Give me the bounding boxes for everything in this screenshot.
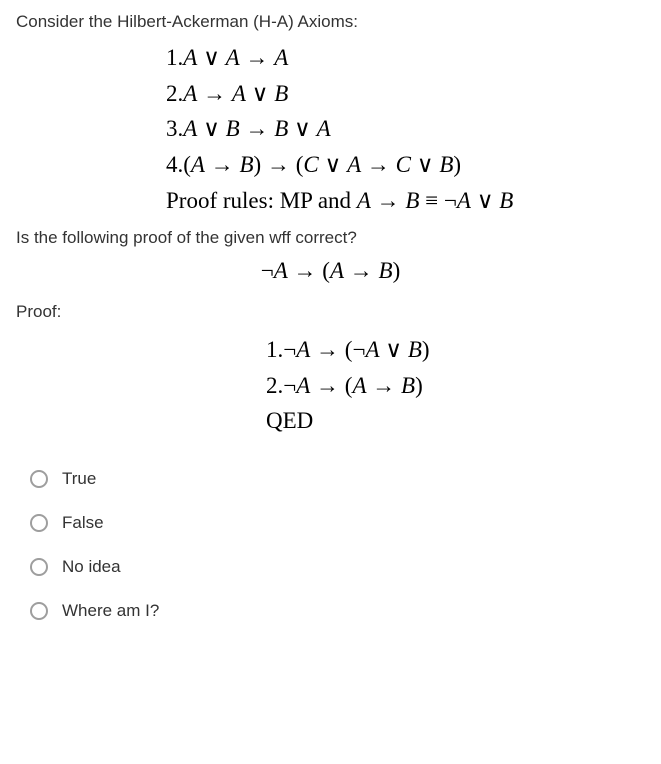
option-label: True [62, 469, 96, 489]
radio-icon [30, 514, 48, 532]
axiom-3: 3.A ∨ B → B ∨ A [166, 111, 645, 147]
axiom-2: 2.A → A ∨ B [166, 76, 645, 112]
proof-step-1: 1.¬A → (¬A ∨ B) [266, 332, 645, 368]
option-false[interactable]: False [30, 513, 645, 533]
proof-rules: Proof rules: MP and A → B ≡ ¬A ∨ B [166, 183, 645, 219]
proof-label: Proof: [16, 302, 645, 322]
answer-options: True False No idea Where am I? [16, 469, 645, 621]
proof-step-2: 2.¬A → (A → B) [266, 368, 645, 404]
option-label: Where am I? [62, 601, 159, 621]
question-text: Is the following proof of the given wff … [16, 228, 645, 248]
option-label: No idea [62, 557, 121, 577]
radio-icon [30, 602, 48, 620]
option-no-idea[interactable]: No idea [30, 557, 645, 577]
axiom-4: 4.(A → B) → (C ∨ A → C ∨ B) [166, 147, 645, 183]
proof-qed: QED [266, 403, 645, 439]
radio-icon [30, 470, 48, 488]
option-true[interactable]: True [30, 469, 645, 489]
intro-text: Consider the Hilbert-Ackerman (H-A) Axio… [16, 12, 645, 32]
axioms-block: 1.A ∨ A → A 2.A → A ∨ B 3.A ∨ B → B ∨ A … [166, 40, 645, 218]
wff-to-prove: ¬A → (A → B) [16, 258, 645, 284]
axiom-1: 1.A ∨ A → A [166, 40, 645, 76]
option-where-am-i[interactable]: Where am I? [30, 601, 645, 621]
proof-block: 1.¬A → (¬A ∨ B) 2.¬A → (A → B) QED [266, 332, 645, 439]
option-label: False [62, 513, 104, 533]
radio-icon [30, 558, 48, 576]
